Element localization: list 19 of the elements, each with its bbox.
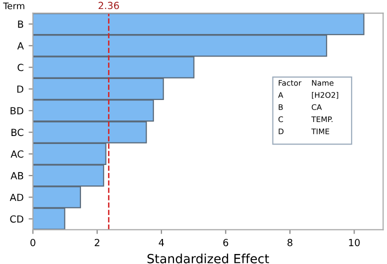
x-tick-label: 10 <box>349 238 360 246</box>
y-tick-label: CD <box>10 215 24 223</box>
x-axis-title: Standardized Effect <box>148 254 270 264</box>
y-tick-label: BD <box>10 107 24 114</box>
ref-line-label: 2.36 <box>98 2 119 10</box>
x-tick-label: 8 <box>288 238 292 246</box>
x-tick-label: 0 <box>30 238 36 246</box>
x-tick-label: 2 <box>94 238 100 246</box>
y-tick-label: BC <box>12 128 24 136</box>
y-tick-label: AB <box>10 172 24 180</box>
y-tick-label: AC <box>10 150 24 158</box>
y-tick-label: C <box>18 64 24 72</box>
x-tick-label: 6 <box>223 238 228 246</box>
x-tick-label: 4 <box>158 239 164 246</box>
y-tick-label: A <box>17 42 24 50</box>
y-tick-label: B <box>18 20 24 28</box>
y-tick-label: AD <box>10 194 24 201</box>
y-axis-title: Term <box>3 2 24 10</box>
y-tick-label: D <box>17 86 24 93</box>
